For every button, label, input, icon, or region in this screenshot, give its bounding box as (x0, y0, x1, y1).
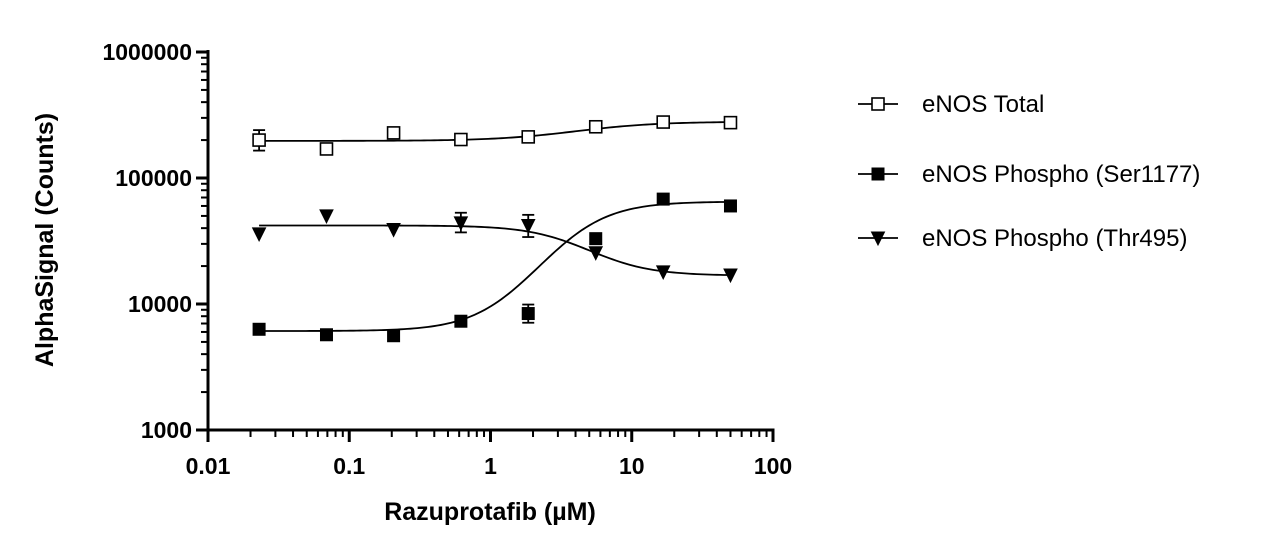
fit-curve-series-1 (259, 200, 731, 332)
data-point-series-2 (453, 216, 469, 232)
data-point-series-1 (252, 322, 266, 336)
legend-label: eNOS Total (922, 91, 1044, 118)
data-point-series-0 (454, 132, 468, 147)
legend-marker (871, 97, 885, 111)
data-point-series-0 (588, 119, 603, 134)
legend: eNOS Total eNOS Phospho (Ser1177) eNOS Pho… (858, 91, 1200, 252)
data-point-series-1 (319, 328, 333, 342)
fit-curves (259, 121, 731, 332)
data-point-series-0 (319, 142, 334, 156)
data-point-series-2 (520, 218, 536, 234)
data-point-series-0 (386, 126, 401, 140)
data-point-series-1 (589, 232, 603, 246)
x-tick-label: 100 (754, 453, 792, 479)
data-point-series-1 (454, 314, 468, 328)
data-points (251, 115, 738, 343)
data-point-series-0 (521, 130, 536, 144)
x-tick-label: 0.01 (186, 453, 231, 479)
fit-curve-series-2 (259, 224, 731, 276)
data-point-series-1 (723, 199, 737, 213)
y-tick-label: 1000000 (102, 39, 192, 65)
data-point-series-0 (656, 115, 671, 129)
data-point-series-1 (521, 307, 535, 321)
x-tick-label: 0.1 (333, 453, 365, 479)
y-tick-label: 100000 (115, 165, 192, 191)
data-point-series-1 (387, 329, 401, 343)
axes: 1000 10000 100000 1000000 0.01 0.1 1 10 100 (102, 39, 792, 479)
legend-label: eNOS Phospho (Thr495) (922, 225, 1187, 252)
data-point-series-2 (386, 223, 401, 238)
data-point-series-2 (655, 265, 671, 280)
data-point-series-1 (656, 192, 670, 206)
y-axis-title: AlphaSignal (Counts) (31, 113, 59, 367)
legend-label: eNOS Phospho (Ser1177) (922, 161, 1200, 188)
data-point-series-2 (251, 227, 267, 243)
x-tick-label: 10 (619, 453, 645, 479)
data-point-series-0 (723, 115, 738, 130)
data-point-series-0 (252, 133, 266, 147)
y-tick-label: 10000 (128, 291, 192, 317)
x-tick-label: 1 (484, 453, 497, 479)
y-tick-label: 1000 (141, 417, 192, 443)
data-point-series-2 (319, 209, 334, 225)
data-point-series-2 (588, 246, 604, 261)
x-axis-title: Razuprotafib (µM) (384, 498, 596, 526)
fit-curve-series-0 (259, 121, 731, 142)
legend-marker (870, 231, 886, 247)
data-point-series-2 (723, 268, 738, 284)
legend-marker (871, 167, 885, 181)
